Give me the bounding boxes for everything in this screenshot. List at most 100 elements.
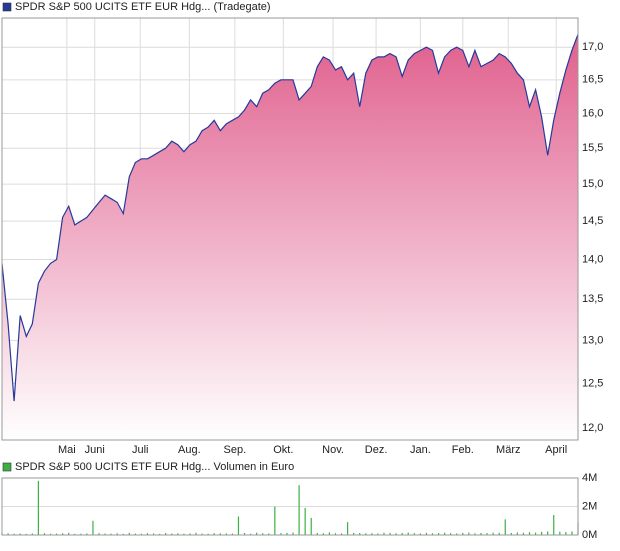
volume-bar: [171, 533, 173, 535]
x-tick-label: April: [545, 444, 567, 456]
volume-bar: [256, 532, 258, 535]
volume-bar: [571, 531, 573, 535]
x-tick-label: Mai: [58, 444, 76, 456]
volume-bar: [280, 533, 282, 535]
volume-bar: [213, 533, 215, 535]
volume-bar: [195, 532, 197, 535]
volume-bar: [13, 533, 15, 535]
volume-bar: [43, 533, 46, 535]
volume-bar: [547, 531, 549, 535]
volume-bar: [474, 533, 476, 535]
x-tick-label: Jan.: [410, 444, 431, 456]
x-tick-label: Sep.: [224, 444, 247, 456]
volume-bar: [298, 485, 300, 535]
volume-bar: [92, 520, 94, 535]
plot-frame: [1, 17, 579, 441]
legend-label: SPDR S&P 500 UCITS ETF EUR Hdg... (Trade…: [15, 1, 271, 13]
y-tick-label: 0M: [582, 529, 597, 541]
x-tick-label: Juli: [132, 444, 149, 456]
legend-swatch: [2, 2, 12, 12]
y-tick-label: 2M: [582, 500, 597, 512]
x-tick-label: Feb.: [452, 444, 474, 456]
volume-bar: [286, 532, 288, 535]
volume-bar: [62, 533, 64, 535]
volume-bar: [328, 532, 331, 535]
volume-bar: [383, 532, 385, 535]
plot-frame: [1, 477, 579, 536]
y-tick-label: 15,0: [582, 178, 603, 190]
volume-bar: [219, 533, 221, 535]
volume-bar: [292, 532, 294, 535]
volume-bar: [243, 533, 246, 535]
volume-bar: [37, 480, 39, 535]
volume-bar: [201, 533, 203, 535]
volume-bar: [31, 533, 33, 535]
volume-bar: [49, 533, 52, 535]
price-area: [2, 34, 578, 441]
volume-bar: [553, 515, 555, 535]
volume-bar: [371, 533, 373, 535]
y-tick-label: 16,5: [582, 74, 603, 86]
volume-bar: [389, 532, 391, 535]
volume-bar: [25, 533, 27, 535]
volume-bar: [183, 533, 185, 535]
volume-bar: [316, 533, 318, 535]
volume-bar: [565, 532, 567, 535]
volume-bar: [340, 533, 343, 535]
volume-bar: [231, 533, 233, 535]
volume-bar: [401, 533, 403, 535]
volume-bar: [365, 533, 367, 535]
volume-bar: [359, 533, 361, 535]
volume-bar: [510, 533, 512, 535]
legend-label: SPDR S&P 500 UCITS ETF EUR Hdg... Volume…: [15, 461, 294, 473]
volume-bar: [225, 533, 227, 535]
x-tick-label: März: [496, 444, 520, 456]
volume-bar: [104, 533, 106, 535]
volume-bar: [353, 532, 355, 535]
volume-bar: [437, 533, 440, 535]
volume-bar: [431, 533, 434, 535]
volume-bar: [541, 531, 543, 535]
x-tick-label: Nov.: [322, 444, 344, 456]
y-tick-label: 14,0: [582, 253, 603, 265]
volume-bar: [413, 533, 415, 535]
volume-bar: [516, 532, 518, 535]
volume-bar: [522, 532, 525, 535]
volume-bar: [425, 532, 428, 535]
volume-bar: [407, 532, 409, 535]
volume-bar: [450, 533, 452, 535]
volume-bar: [146, 533, 149, 535]
volume-bar: [456, 533, 458, 535]
legend-swatch: [2, 462, 12, 472]
volume-bar: [165, 533, 167, 535]
volume-bar: [274, 506, 276, 535]
volume-bar: [237, 516, 240, 535]
y-tick-label: 15,5: [582, 142, 603, 154]
volume-bar: [128, 532, 130, 535]
volume-bar: [68, 532, 70, 535]
volume-bar: [55, 533, 58, 535]
y-tick-label: 14,5: [582, 215, 603, 227]
volume-bar: [419, 533, 421, 535]
volume-bar: [322, 533, 324, 535]
volume-bar: [19, 533, 21, 535]
x-tick-label: Juni: [85, 444, 105, 456]
y-tick-label: 16,0: [582, 107, 603, 119]
volume-bar: [268, 533, 270, 535]
volume-bar: [80, 533, 82, 535]
volume-bar: [498, 532, 500, 535]
volume-bar: [334, 533, 337, 535]
y-tick-label: 12,5: [582, 377, 603, 389]
volume-bar: [86, 533, 88, 535]
volume-bar: [347, 522, 349, 535]
y-tick-label: 13,5: [582, 293, 603, 305]
volume-bar: [395, 533, 397, 535]
volume-bar: [122, 533, 124, 535]
volume-bar: [159, 533, 161, 535]
volume-bar: [310, 517, 312, 535]
volume-bar: [74, 533, 76, 535]
volume-bar: [559, 531, 561, 535]
volume-bar: [377, 533, 379, 535]
